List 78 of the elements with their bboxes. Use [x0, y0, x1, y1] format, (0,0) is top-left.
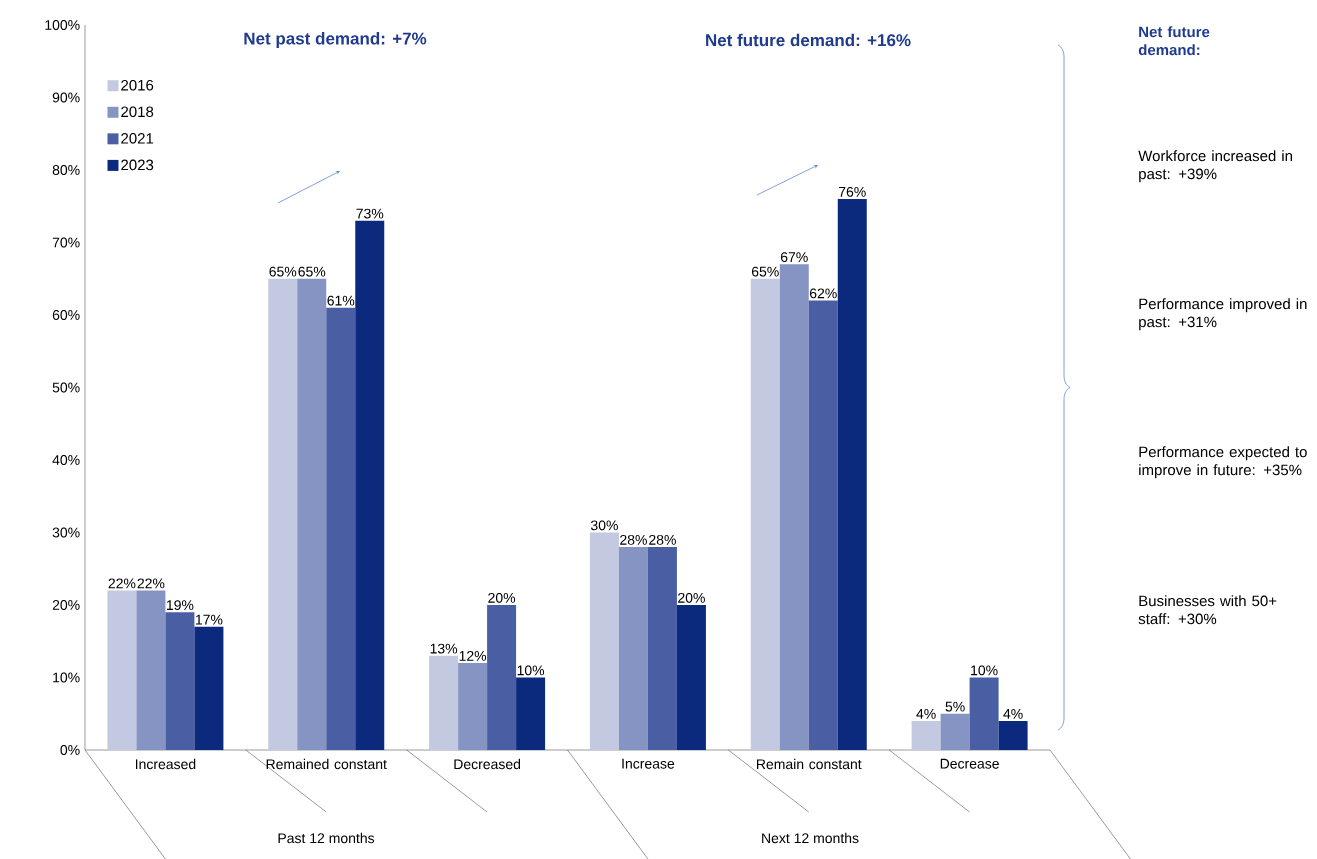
- data-label: 61%: [327, 295, 355, 306]
- data-label: 73%: [356, 208, 384, 219]
- text: Businesses with 50+ staff: +30%: [1138, 595, 1277, 625]
- data-label: 22%: [137, 578, 165, 589]
- bar: [516, 677, 546, 750]
- data-label: 30%: [590, 520, 618, 531]
- bar: [779, 264, 809, 750]
- data-label: 65%: [269, 266, 297, 277]
- x-tick-label: Remained constant: [266, 758, 387, 770]
- bar: [998, 721, 1028, 750]
- bar: [647, 547, 677, 750]
- y-tick-label: 20%: [52, 600, 80, 610]
- bar: [940, 713, 970, 750]
- data-label: 62%: [809, 288, 837, 299]
- bar: [676, 605, 706, 750]
- data-label: 22%: [108, 578, 136, 589]
- bar: [750, 278, 780, 750]
- x-tick-label: Increased: [135, 758, 196, 770]
- text: Workforce increased in past: +39%: [1138, 150, 1292, 183]
- text: Performance expected to improve in future: +35%: [1139, 446, 1307, 479]
- data-label: 10%: [971, 665, 998, 676]
- bar: [589, 532, 619, 750]
- y-tick-label: 30%: [52, 527, 80, 538]
- bar: [326, 307, 356, 750]
- x-tick-label: Remain constant: [757, 758, 862, 770]
- data-label: 4%: [916, 709, 936, 719]
- data-label: 65%: [751, 266, 779, 277]
- text: Performance improved in past: +31%: [1139, 298, 1307, 331]
- annotation: Net past demand: +7%: [244, 32, 427, 48]
- data-label: 17%: [195, 614, 223, 625]
- data-label: 67%: [780, 252, 808, 263]
- data-label: 12%: [459, 650, 487, 661]
- bar: [808, 300, 838, 750]
- bar: [165, 612, 195, 750]
- data-label: 13%: [430, 643, 458, 654]
- data-label: 20%: [488, 592, 516, 603]
- x-tick-label: Decreased: [454, 758, 521, 770]
- data-label: 28%: [649, 534, 676, 545]
- data-label: 20%: [678, 592, 705, 603]
- bar: [355, 220, 385, 750]
- bar: [429, 655, 459, 750]
- legend-label: 2016: [121, 79, 154, 91]
- y-tick-label: 80%: [52, 165, 80, 175]
- data-label: 76%: [838, 186, 866, 197]
- data-label: 4%: [1003, 709, 1023, 719]
- bar: [911, 721, 941, 750]
- bar: [194, 626, 224, 750]
- bar: [268, 278, 298, 750]
- legend-label: 2023: [121, 159, 154, 171]
- bar: [297, 278, 327, 750]
- data-label: 5%: [945, 701, 965, 712]
- data-label: 10%: [517, 665, 545, 676]
- bar: [837, 198, 867, 750]
- legend-label: 2021: [121, 133, 154, 144]
- x-tick-label: Decrease: [940, 758, 999, 769]
- y-tick-label: 90%: [52, 92, 80, 103]
- data-label: 65%: [298, 266, 326, 277]
- y-tick-label: 0%: [60, 745, 80, 755]
- y-tick-label: 50%: [52, 382, 80, 393]
- bar: [487, 605, 517, 750]
- data-label: 19%: [166, 600, 194, 611]
- y-tick-label: 40%: [52, 455, 80, 465]
- annotation: Net future demand: +16%: [706, 33, 911, 47]
- bar: [458, 663, 488, 750]
- legend-label: 2018: [121, 106, 154, 118]
- bar: [618, 547, 648, 750]
- text: Net future demand:: [1138, 26, 1210, 56]
- bar: [969, 677, 999, 750]
- data-label: 28%: [620, 534, 647, 545]
- bar: [107, 590, 137, 750]
- y-tick-label: 100%: [45, 20, 80, 30]
- y-tick-label: 60%: [52, 310, 80, 320]
- bar: [136, 590, 166, 750]
- text: Next 12 months: [762, 832, 859, 844]
- y-tick-label: 10%: [53, 672, 80, 683]
- text: Past 12 months: [278, 832, 375, 844]
- y-tick-label: 70%: [52, 237, 80, 248]
- x-tick-label: Increase: [622, 758, 675, 769]
